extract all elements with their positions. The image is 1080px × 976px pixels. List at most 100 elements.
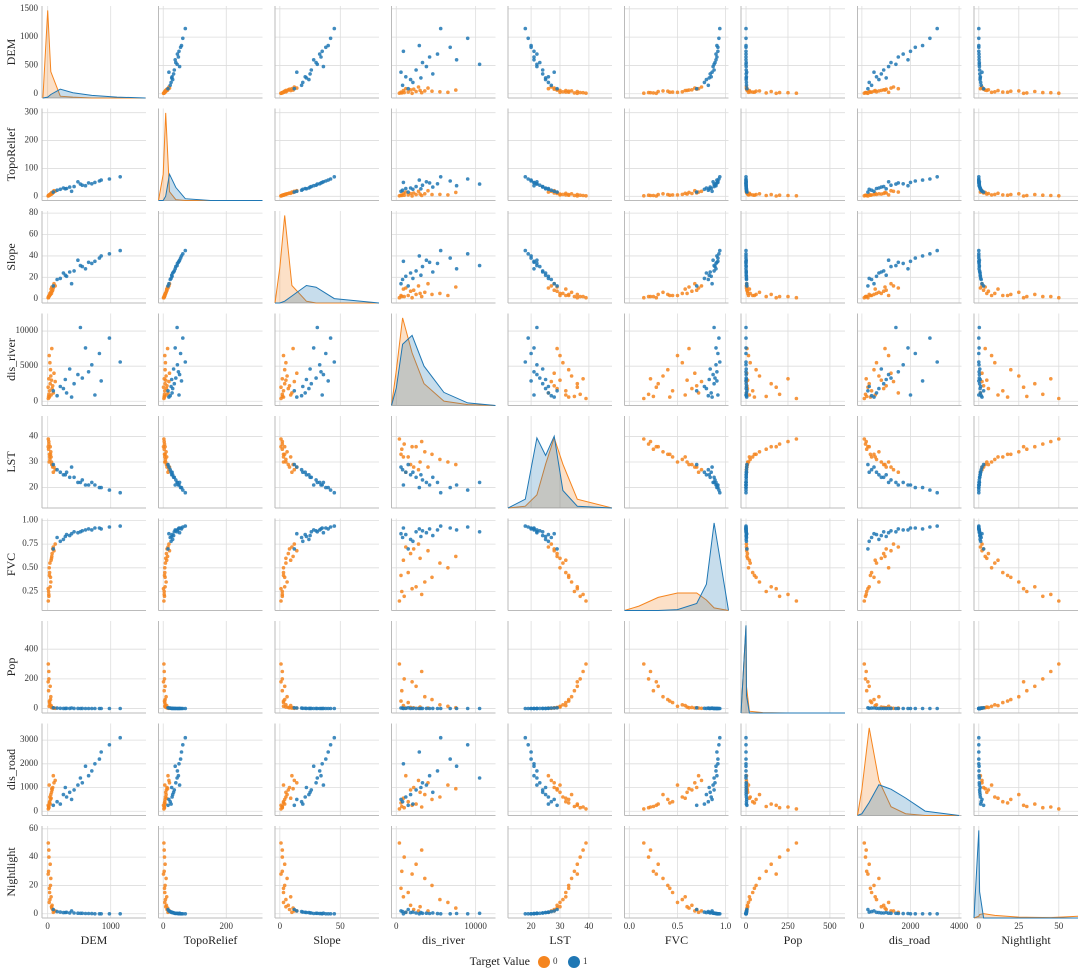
scatter-point bbox=[981, 389, 986, 393]
scatter-point bbox=[171, 72, 176, 76]
scatter-point bbox=[879, 185, 884, 189]
scatter-point bbox=[569, 89, 574, 93]
scatter-point bbox=[769, 381, 773, 386]
scatter-point bbox=[438, 703, 442, 707]
scatter-point bbox=[654, 295, 659, 300]
scatter-point bbox=[78, 776, 83, 780]
scatter-point bbox=[648, 848, 653, 852]
scatter-point bbox=[977, 325, 982, 330]
scatter-point bbox=[532, 706, 536, 711]
scatter-point bbox=[280, 869, 285, 874]
scatter-point bbox=[777, 442, 782, 446]
scatter-point bbox=[908, 180, 913, 185]
scatter-point bbox=[176, 55, 181, 59]
scatter-point bbox=[863, 392, 868, 397]
scatter-point bbox=[55, 909, 59, 914]
scatter-point bbox=[540, 68, 545, 72]
scatter-point bbox=[107, 525, 112, 529]
scatter-point bbox=[666, 797, 670, 802]
scatter-point bbox=[680, 360, 685, 365]
scatter-point bbox=[326, 379, 331, 383]
scatter-point bbox=[406, 799, 411, 804]
scatter-point bbox=[578, 90, 582, 95]
kde-area bbox=[740, 625, 845, 714]
scatter-point bbox=[431, 185, 435, 189]
scatter-point bbox=[873, 455, 877, 459]
scatter-point bbox=[76, 258, 80, 263]
scatter-point bbox=[299, 393, 304, 398]
scatter-point bbox=[989, 90, 994, 95]
scatter-point bbox=[97, 757, 102, 761]
scatter-point bbox=[744, 367, 748, 371]
scatter-point bbox=[978, 473, 982, 477]
scatter-point bbox=[699, 467, 704, 472]
scatter-point bbox=[648, 193, 653, 198]
scatter-point bbox=[996, 558, 1000, 562]
scatter-point bbox=[86, 260, 91, 265]
scatter-point bbox=[1057, 807, 1061, 811]
scatter-point bbox=[584, 662, 588, 666]
scatter-point bbox=[744, 530, 748, 534]
scatter-point bbox=[977, 488, 981, 492]
x-axis-label: Slope bbox=[313, 933, 340, 947]
scatter-point bbox=[285, 694, 289, 699]
scatter-point bbox=[977, 58, 981, 62]
y-axis-label: Nightlight bbox=[4, 847, 18, 897]
scatter-point bbox=[690, 788, 694, 792]
scatter-point bbox=[295, 371, 299, 376]
scatter-point bbox=[661, 694, 665, 699]
scatter-point bbox=[93, 762, 97, 766]
scatter-point bbox=[419, 187, 423, 191]
scatter-point bbox=[50, 346, 54, 351]
y-tick-label: 0 bbox=[34, 88, 39, 98]
scatter-point bbox=[431, 72, 435, 76]
scatter-point bbox=[529, 527, 533, 531]
scatter-point bbox=[411, 276, 415, 281]
scatter-point bbox=[894, 530, 898, 534]
panel bbox=[274, 621, 379, 714]
scatter-point bbox=[410, 295, 414, 300]
scatter-point bbox=[90, 480, 94, 485]
scatter-point bbox=[301, 80, 305, 85]
scatter-point bbox=[161, 295, 166, 300]
scatter-point bbox=[477, 776, 482, 780]
legend-marker bbox=[538, 956, 550, 968]
scatter-point bbox=[86, 527, 91, 531]
scatter-point bbox=[535, 325, 539, 330]
scatter-point bbox=[419, 473, 423, 477]
scatter-point bbox=[886, 900, 891, 905]
scatter-point bbox=[281, 460, 286, 464]
scatter-point bbox=[535, 62, 539, 67]
scatter-point bbox=[163, 783, 167, 787]
scatter-point bbox=[575, 295, 580, 300]
scatter-point bbox=[564, 558, 568, 562]
scatter-point bbox=[414, 444, 418, 449]
panel bbox=[973, 826, 1079, 919]
scatter-point bbox=[1009, 292, 1013, 297]
scatter-point bbox=[642, 807, 646, 811]
scatter-point bbox=[304, 187, 309, 191]
scatter-point bbox=[285, 374, 289, 378]
y-tick-label: 200 bbox=[25, 673, 39, 683]
scatter-point bbox=[281, 353, 286, 358]
scatter-point bbox=[288, 796, 293, 800]
scatter-point bbox=[419, 910, 423, 915]
scatter-point bbox=[883, 554, 887, 559]
scatter-point bbox=[167, 395, 171, 399]
scatter-point bbox=[290, 470, 294, 475]
scatter-point bbox=[708, 72, 712, 76]
scatter-point bbox=[58, 187, 63, 192]
scatter-point bbox=[48, 360, 52, 365]
scatter-point bbox=[535, 783, 539, 787]
scatter-point bbox=[167, 797, 171, 802]
scatter-point bbox=[786, 848, 790, 852]
scatter-point bbox=[555, 554, 559, 559]
scatter-point bbox=[877, 473, 881, 477]
scatter-point bbox=[744, 785, 748, 790]
scatter-point bbox=[572, 394, 577, 399]
scatter-point bbox=[757, 192, 762, 196]
scatter-point bbox=[427, 55, 432, 59]
scatter-point bbox=[401, 895, 406, 899]
scatter-point bbox=[418, 460, 422, 464]
scatter-point bbox=[438, 490, 443, 495]
